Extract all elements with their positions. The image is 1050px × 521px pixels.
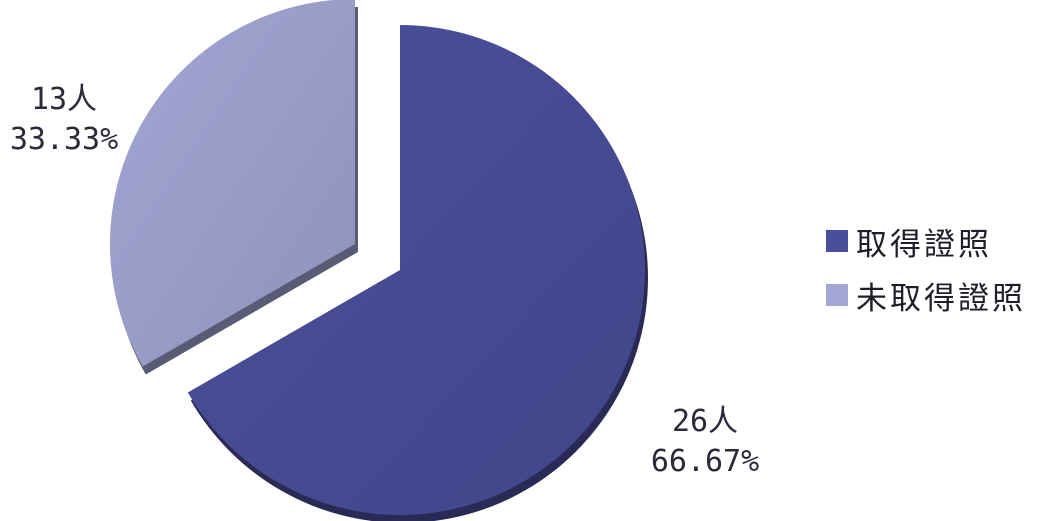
data-label-obtained-percent: 66.67% xyxy=(650,444,760,479)
data-label-not-obtained-percent: 33.33% xyxy=(9,122,119,157)
legend-label-not-obtained: 未取得證照 xyxy=(856,280,1026,317)
pie-slice-not-obtained-face xyxy=(109,0,355,367)
pie-slice-obtained-face xyxy=(187,25,645,515)
pie-slice-obtained xyxy=(187,25,648,521)
data-label-obtained-count: 26人 xyxy=(671,404,739,439)
data-label-not-obtained: 13人 33.33% xyxy=(0,80,128,160)
legend-item-obtained: 取得證照 xyxy=(826,214,1026,268)
legend: 取得證照 未取得證照 xyxy=(826,214,1026,322)
legend-item-not-obtained: 未取得證照 xyxy=(826,268,1026,322)
pie-slice-not-obtained xyxy=(109,0,358,375)
data-label-not-obtained-count: 13人 xyxy=(30,82,98,117)
legend-swatch-obtained xyxy=(826,230,848,252)
data-label-obtained: 26人 66.67% xyxy=(640,402,770,482)
legend-swatch-not-obtained xyxy=(826,284,848,306)
legend-label-obtained: 取得證照 xyxy=(856,226,992,263)
